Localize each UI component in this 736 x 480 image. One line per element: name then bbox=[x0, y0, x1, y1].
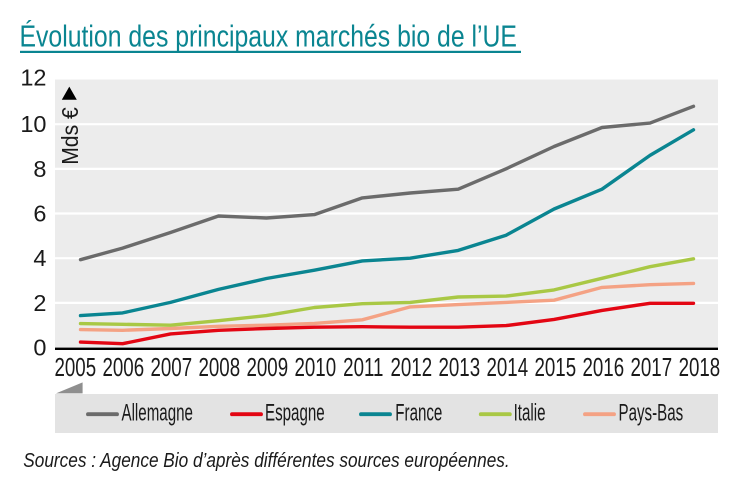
svg-text:2010: 2010 bbox=[294, 352, 336, 382]
svg-text:France: France bbox=[395, 400, 442, 426]
svg-text:4: 4 bbox=[33, 245, 46, 271]
svg-text:Espagne: Espagne bbox=[265, 400, 325, 426]
svg-text:Sources : Agence Bio d’après d: Sources : Agence Bio d’après différentes… bbox=[23, 449, 509, 472]
svg-text:2012: 2012 bbox=[390, 352, 432, 382]
svg-text:Italie: Italie bbox=[514, 400, 546, 426]
svg-text:2017: 2017 bbox=[630, 352, 672, 382]
svg-text:2013: 2013 bbox=[438, 352, 480, 382]
svg-text:12: 12 bbox=[20, 65, 46, 91]
svg-text:10: 10 bbox=[20, 111, 46, 137]
svg-text:2009: 2009 bbox=[246, 352, 288, 382]
svg-text:2018: 2018 bbox=[679, 352, 721, 382]
svg-text:Mds €: Mds € bbox=[57, 107, 83, 165]
svg-text:2015: 2015 bbox=[534, 352, 576, 382]
svg-text:2016: 2016 bbox=[582, 352, 624, 382]
svg-text:Allemagne: Allemagne bbox=[122, 400, 193, 426]
svg-text:8: 8 bbox=[33, 156, 46, 182]
svg-text:2007: 2007 bbox=[150, 352, 192, 382]
svg-text:2008: 2008 bbox=[198, 352, 240, 382]
svg-text:0: 0 bbox=[33, 335, 46, 361]
svg-text:2005: 2005 bbox=[54, 352, 96, 382]
svg-text:Évolution des principaux march: Évolution des principaux marchés bio de … bbox=[20, 19, 517, 53]
svg-text:2014: 2014 bbox=[486, 352, 528, 382]
svg-text:2: 2 bbox=[33, 290, 46, 316]
svg-text:2011: 2011 bbox=[343, 352, 383, 382]
svg-text:2006: 2006 bbox=[102, 352, 144, 382]
svg-text:6: 6 bbox=[33, 201, 46, 227]
svg-text:Pays-Bas: Pays-Bas bbox=[619, 400, 684, 426]
